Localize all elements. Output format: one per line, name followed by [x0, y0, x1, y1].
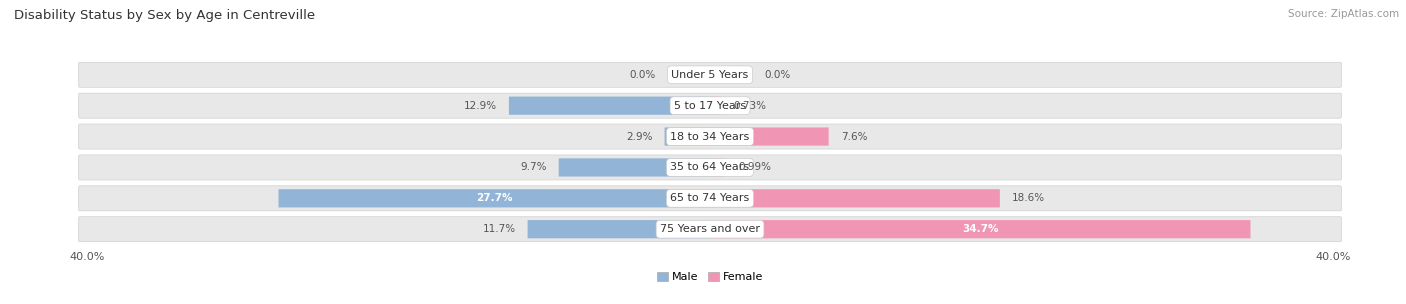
Text: Source: ZipAtlas.com: Source: ZipAtlas.com — [1288, 9, 1399, 19]
Text: 7.6%: 7.6% — [841, 132, 868, 142]
FancyBboxPatch shape — [527, 220, 710, 238]
Text: 11.7%: 11.7% — [482, 224, 516, 234]
FancyBboxPatch shape — [710, 97, 721, 115]
Text: 0.99%: 0.99% — [738, 162, 770, 172]
Text: 0.73%: 0.73% — [734, 101, 766, 111]
FancyBboxPatch shape — [79, 217, 1341, 242]
FancyBboxPatch shape — [79, 93, 1341, 118]
Text: 18.6%: 18.6% — [1012, 193, 1045, 203]
FancyBboxPatch shape — [665, 127, 710, 146]
FancyBboxPatch shape — [509, 97, 710, 115]
FancyBboxPatch shape — [278, 189, 710, 207]
Legend: Male, Female: Male, Female — [652, 267, 768, 287]
Text: 27.7%: 27.7% — [477, 193, 513, 203]
FancyBboxPatch shape — [79, 124, 1341, 149]
FancyBboxPatch shape — [710, 189, 1000, 207]
Text: 34.7%: 34.7% — [962, 224, 998, 234]
Text: 9.7%: 9.7% — [520, 162, 547, 172]
FancyBboxPatch shape — [558, 158, 710, 177]
Text: 0.0%: 0.0% — [630, 70, 655, 80]
FancyBboxPatch shape — [79, 186, 1341, 211]
Text: 35 to 64 Years: 35 to 64 Years — [671, 162, 749, 172]
Text: Under 5 Years: Under 5 Years — [672, 70, 748, 80]
Text: 5 to 17 Years: 5 to 17 Years — [673, 101, 747, 111]
FancyBboxPatch shape — [710, 127, 828, 146]
Text: 18 to 34 Years: 18 to 34 Years — [671, 132, 749, 142]
FancyBboxPatch shape — [79, 155, 1341, 180]
Text: Disability Status by Sex by Age in Centreville: Disability Status by Sex by Age in Centr… — [14, 9, 315, 22]
Text: 12.9%: 12.9% — [464, 101, 496, 111]
Text: 75 Years and over: 75 Years and over — [659, 224, 761, 234]
Text: 2.9%: 2.9% — [626, 132, 652, 142]
FancyBboxPatch shape — [79, 62, 1341, 87]
Text: 0.0%: 0.0% — [765, 70, 790, 80]
Text: 65 to 74 Years: 65 to 74 Years — [671, 193, 749, 203]
FancyBboxPatch shape — [710, 158, 725, 177]
FancyBboxPatch shape — [710, 220, 1250, 238]
